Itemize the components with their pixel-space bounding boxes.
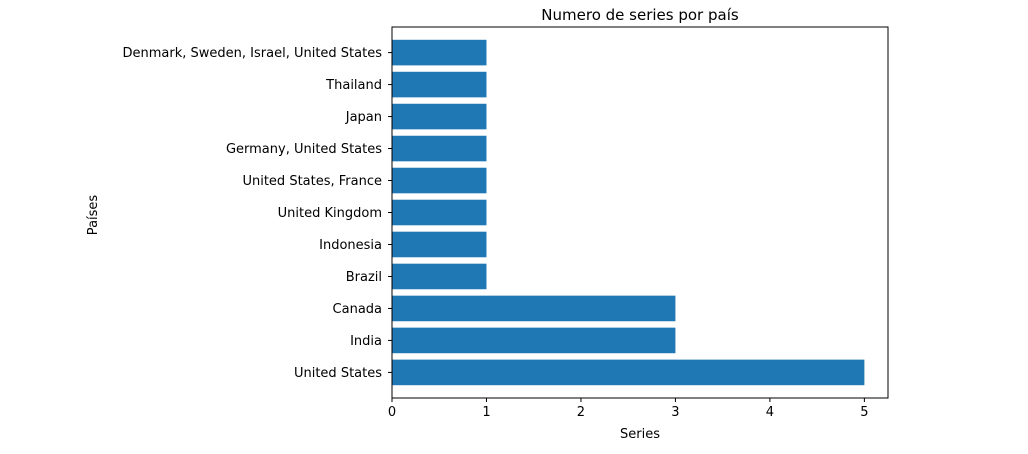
- x-axis-ticks: 0 1 2 3 4 5: [388, 398, 869, 420]
- bar-japan: [392, 103, 487, 130]
- bar-brazil: [392, 263, 487, 290]
- x-tick-label: 5: [860, 405, 868, 420]
- bar-denmark-sweden-israel-united-states: [392, 39, 487, 66]
- bar-indonesia: [392, 231, 487, 258]
- y-tick-label: Indonesia: [319, 238, 382, 253]
- x-tick-label: 2: [577, 405, 585, 420]
- bar-united-states-france: [392, 167, 487, 194]
- x-tick-label: 4: [766, 405, 774, 420]
- y-axis-label: Países: [86, 195, 101, 236]
- y-axis-ticks: United States India Canada Brazil Indonesia U…: [123, 46, 392, 381]
- bar-india: [392, 327, 676, 354]
- y-tick-label: Germany, United States: [226, 142, 382, 157]
- y-tick-label: Japan: [345, 110, 382, 125]
- y-tick-label: India: [350, 334, 382, 349]
- bar-united-states: [392, 359, 865, 386]
- y-tick-label: Brazil: [346, 270, 382, 285]
- bar-canada: [392, 295, 676, 322]
- bar-germany-united-states: [392, 135, 487, 162]
- bar-thailand: [392, 71, 487, 98]
- y-tick-label: Thailand: [325, 78, 382, 93]
- y-tick-label: United States, France: [242, 174, 382, 189]
- plot-frame: [391, 26, 889, 399]
- x-axis-label: Series: [620, 427, 660, 442]
- y-tick-label: Denmark, Sweden, Israel, United States: [123, 46, 383, 61]
- bar-united-kingdom: [392, 199, 487, 226]
- chart-title: Numero de series por país: [541, 6, 739, 24]
- x-tick-label: 0: [388, 405, 396, 420]
- y-tick-label: United Kingdom: [278, 206, 382, 221]
- x-tick-label: 3: [671, 405, 679, 420]
- y-tick-label: United States: [294, 366, 382, 381]
- bars-layer: [392, 39, 865, 386]
- x-tick-label: 1: [482, 405, 490, 420]
- y-tick-label: Canada: [333, 302, 382, 317]
